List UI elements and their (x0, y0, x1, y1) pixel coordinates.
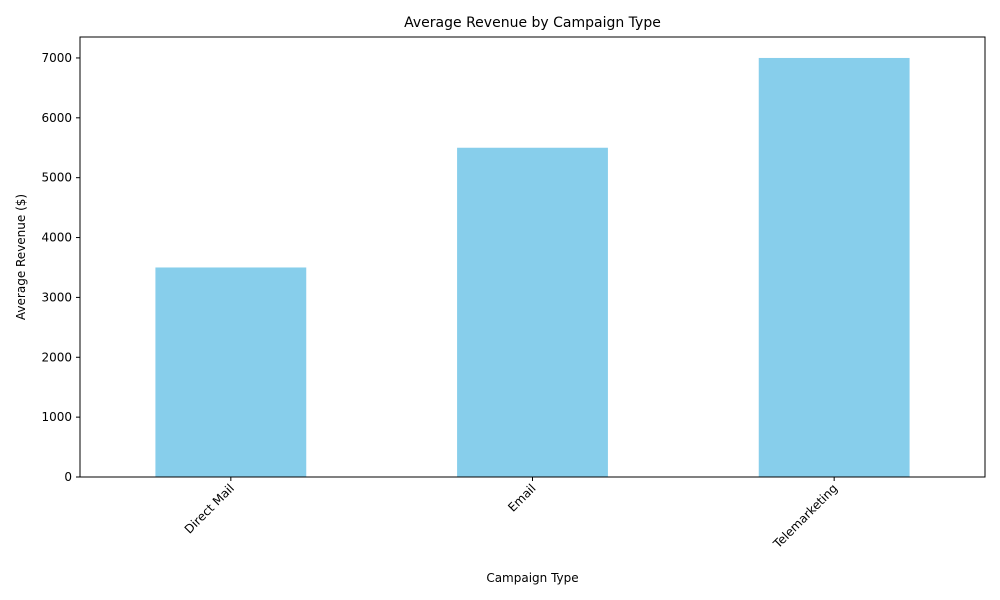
bar-email (457, 147, 608, 478)
bar-telemarketing (758, 57, 910, 477)
x-tick-label: Telemarketing (770, 481, 840, 551)
x-axis-label: Campaign Type (486, 571, 578, 585)
y-tick-label: 0 (64, 470, 72, 484)
plot-area (155, 57, 910, 478)
chart-title: Average Revenue by Campaign Type (404, 15, 661, 31)
y-tick-label: 2000 (41, 350, 72, 364)
y-tick-label: 7000 (41, 51, 72, 65)
y-axis: 0 1000 2000 3000 4000 5000 6000 7000 (41, 51, 80, 484)
x-tick-label: Email (505, 481, 538, 514)
y-tick-label: 3000 (41, 290, 72, 304)
x-axis: Direct Mail Email Telemarketing (182, 477, 840, 552)
x-tick-label: Direct Mail (182, 481, 237, 536)
y-axis-label: Average Revenue ($) (14, 194, 28, 320)
y-tick-label: 1000 (41, 410, 72, 424)
y-tick-label: 5000 (41, 171, 72, 185)
bar-direct-mail (155, 267, 307, 477)
y-tick-label: 6000 (41, 111, 72, 125)
y-tick-label: 4000 (41, 231, 72, 245)
